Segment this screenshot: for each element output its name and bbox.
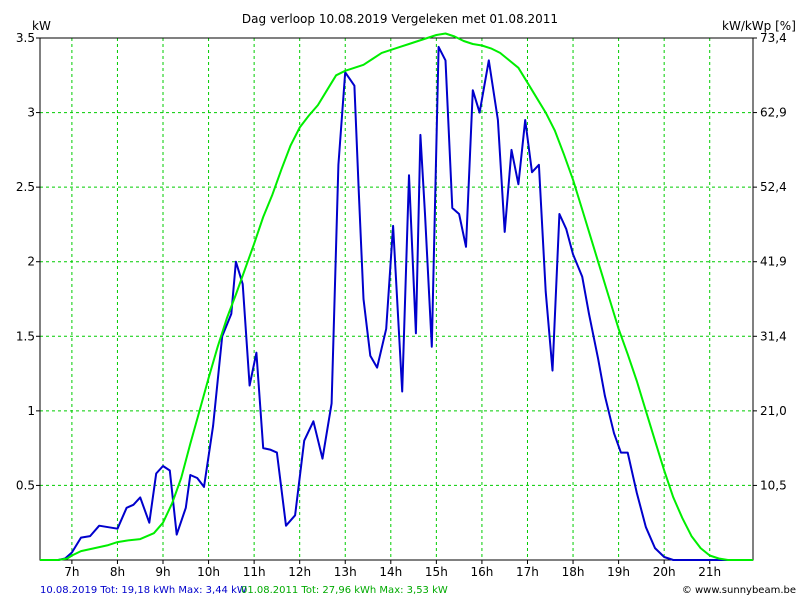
x-tick-label: 16h — [470, 565, 493, 579]
y-tick-label-left: 1 — [27, 404, 35, 418]
y-tick-label-left: 1.5 — [16, 329, 35, 343]
legend-2011: 01.08.2011 Tot: 27,96 kWh Max: 3,53 kW — [241, 585, 448, 596]
y-tick-label-left: 3.5 — [16, 31, 35, 45]
x-tick-label: 20h — [653, 565, 676, 579]
y-tick-label-left: 3 — [27, 106, 35, 120]
x-tick-label: 13h — [334, 565, 357, 579]
y-tick-label-right: 10,5 — [760, 478, 787, 492]
x-tick-label: 8h — [110, 565, 125, 579]
series-line-01-08-2011 — [40, 32, 753, 561]
plot-frame — [39, 37, 754, 561]
series-line-10-08-2019 — [40, 45, 753, 561]
y-axis-left-label: kW — [32, 19, 51, 33]
y-tick-label-right: 52,4 — [760, 180, 787, 194]
x-tick-label: 14h — [379, 565, 402, 579]
y-tick-label-right: 21,0 — [760, 404, 787, 418]
series-layer — [40, 32, 753, 561]
y-tick-label-right: 31,4 — [760, 329, 787, 343]
y-axis-right-label: kW/kWp [%] — [722, 19, 796, 33]
copyright: © www.sunnybeam.be — [682, 585, 796, 596]
x-tick-label: 12h — [288, 565, 311, 579]
x-tick-label: 17h — [516, 565, 539, 579]
y-tick-label-left: 2 — [27, 255, 35, 269]
x-tick-label: 15h — [425, 565, 448, 579]
x-tick-label: 10h — [197, 565, 220, 579]
tick-labels: 7h 8h 9h 10h 11h 12h 13h 14h 15h 16h 17h 18h 19h 20h 2… — [16, 31, 787, 579]
y-tick-label-left: 0.5 — [16, 478, 35, 492]
y-tick-label-right: 73,4 — [760, 31, 787, 45]
x-tick-label: 21h — [698, 565, 721, 579]
x-tick-label: 18h — [562, 565, 585, 579]
x-tick-label: 9h — [155, 565, 170, 579]
legend-2019: 10.08.2019 Tot: 19,18 kWh Max: 3,44 kW — [40, 585, 247, 596]
y-tick-label-right: 62,9 — [760, 106, 787, 120]
x-tick-label: 7h — [64, 565, 79, 579]
x-tick-label: 19h — [607, 565, 630, 579]
y-tick-label-right: 41,9 — [760, 255, 787, 269]
y-tick-label-left: 2.5 — [16, 180, 35, 194]
chart-title: Dag verloop 10.08.2019 Vergeleken met 01… — [242, 12, 558, 26]
x-tick-label: 11h — [243, 565, 266, 579]
axes — [36, 37, 757, 564]
